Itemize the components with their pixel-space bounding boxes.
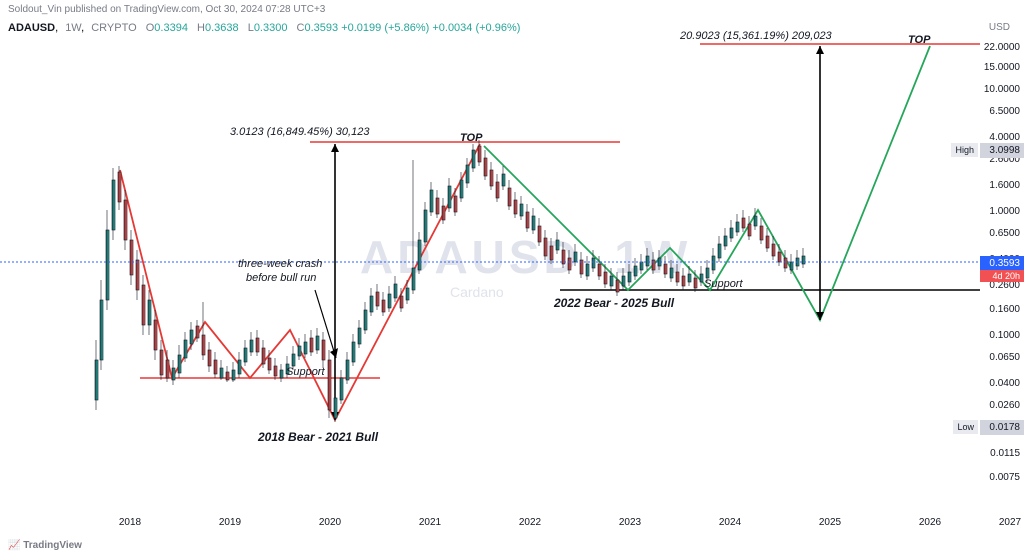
measure-label-1: 3.0123 (16,849.45%) 30,123 (230, 126, 369, 138)
low-badge: 0.0178 (980, 420, 1024, 435)
y-tick: 15.0000 (980, 62, 1020, 73)
candles (95, 140, 805, 422)
measure-label-2: 20.9023 (15,361.19%) 209,023 (680, 30, 832, 42)
support-label-1: Support (286, 366, 325, 378)
x-tick: 2022 (519, 517, 541, 528)
countdown-badge: 4d 20h (980, 270, 1024, 282)
crash-note-1: three-week crash (238, 258, 322, 270)
tv-logo-icon: 📈 (8, 540, 20, 551)
x-tick: 2020 (319, 517, 341, 528)
top-label-2: TOP (908, 34, 930, 46)
cycle-label-2: 2022 Bear - 2025 Bull (554, 296, 674, 310)
y-tick: 0.0650 (980, 352, 1020, 363)
y-tick: 0.1000 (980, 330, 1020, 341)
x-tick: 2027 (999, 517, 1021, 528)
high-badge: 3.0998 (980, 143, 1024, 158)
y-tick: 0.0400 (980, 378, 1020, 389)
y-tick: 1.6000 (980, 180, 1020, 191)
chart-svg[interactable] (0, 0, 1024, 555)
y-tick: 6.5000 (980, 106, 1020, 117)
y-tick: 1.0000 (980, 206, 1020, 217)
support-label-2: Support (704, 278, 743, 290)
y-tick: 0.1600 (980, 304, 1020, 315)
y-tick: 22.0000 (980, 42, 1020, 53)
cycle-label-1: 2018 Bear - 2021 Bull (258, 430, 378, 444)
x-axis: 2018201920202021202220232024202520262027 (0, 517, 980, 533)
high-label: High (951, 143, 978, 157)
x-tick: 2024 (719, 517, 741, 528)
y-tick: 10.0000 (980, 84, 1020, 95)
x-tick: 2021 (419, 517, 441, 528)
x-tick: 2026 (919, 517, 941, 528)
chart-container: Soldout_Vin published on TradingView.com… (0, 0, 1024, 555)
low-label: Low (953, 420, 978, 434)
y-tick: 0.0260 (980, 400, 1020, 411)
top-label-1: TOP (460, 132, 482, 144)
y-tick: 0.6500 (980, 228, 1020, 239)
x-tick: 2018 (119, 517, 141, 528)
y-tick: 4.0000 (980, 132, 1020, 143)
x-tick: 2019 (219, 517, 241, 528)
x-tick: 2023 (619, 517, 641, 528)
crash-note-2: before bull run (246, 272, 316, 284)
current-price-badge: 0.3593 (980, 256, 1024, 271)
x-tick: 2025 (819, 517, 841, 528)
footer-brand: 📈 TradingView (8, 540, 82, 551)
y-tick: 0.0075 (980, 472, 1020, 483)
y-tick: 0.0115 (980, 448, 1020, 459)
